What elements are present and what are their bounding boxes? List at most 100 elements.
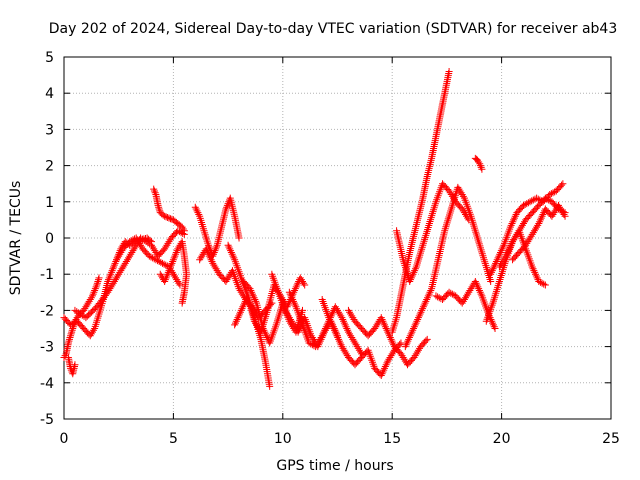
data-point	[340, 319, 348, 327]
x-tick-label: 20	[493, 431, 511, 447]
data-point	[109, 265, 117, 273]
data-point	[121, 259, 129, 267]
data-point	[112, 258, 120, 266]
data-point	[151, 247, 159, 255]
data-point	[407, 274, 415, 282]
data-point	[508, 220, 516, 228]
data-point	[340, 317, 348, 325]
data-point	[165, 238, 173, 246]
data-point	[378, 315, 386, 323]
data-point	[524, 238, 532, 246]
series-track-4	[71, 227, 188, 322]
data-point	[523, 239, 531, 247]
data-point	[326, 315, 334, 323]
data-point	[228, 250, 236, 258]
data-point	[212, 243, 220, 251]
data-point	[222, 277, 230, 285]
data-point	[510, 214, 518, 222]
data-point	[385, 330, 393, 338]
data-point	[154, 201, 162, 209]
data-point	[535, 220, 543, 228]
y-tick-label: 0	[45, 231, 54, 247]
data-point	[500, 256, 508, 264]
data-point	[511, 212, 519, 220]
data-point	[107, 268, 115, 276]
data-point	[137, 241, 145, 249]
data-point	[291, 286, 299, 294]
data-point	[525, 236, 533, 244]
data-point	[504, 247, 512, 255]
data-point	[489, 319, 497, 327]
data-point	[464, 290, 472, 298]
data-point	[445, 187, 453, 195]
data-point	[537, 214, 545, 222]
data-point	[293, 281, 301, 289]
data-point	[326, 317, 334, 325]
data-point	[432, 292, 440, 300]
data-point	[291, 301, 299, 309]
data-point	[166, 215, 174, 223]
data-point	[138, 235, 146, 243]
data-point	[85, 297, 93, 305]
data-point	[540, 280, 548, 288]
data-point	[330, 326, 338, 334]
data-point	[327, 319, 335, 327]
data-point	[223, 276, 231, 284]
data-point	[281, 306, 289, 314]
data-point	[241, 299, 249, 307]
data-point	[155, 203, 163, 211]
data-point	[383, 359, 391, 367]
data-point	[294, 328, 302, 336]
data-point	[490, 323, 498, 331]
data-point	[126, 238, 134, 246]
data-point	[68, 328, 76, 336]
data-point	[377, 372, 385, 380]
data-point	[209, 259, 217, 267]
data-point	[397, 339, 405, 347]
data-point	[396, 340, 404, 348]
data-point	[75, 309, 83, 317]
data-point	[92, 283, 100, 291]
data-point	[545, 196, 553, 204]
data-point	[408, 328, 416, 336]
data-point	[170, 254, 178, 262]
data-point	[487, 270, 495, 278]
data-point	[530, 267, 538, 275]
data-point	[71, 318, 79, 326]
y-tick-label: 1	[45, 195, 54, 211]
data-point	[529, 265, 537, 273]
data-point	[497, 247, 505, 255]
series-track-16	[344, 306, 431, 369]
data-point	[261, 328, 269, 336]
data-point	[321, 326, 329, 334]
data-point	[212, 265, 220, 273]
data-point	[355, 346, 363, 354]
data-point	[116, 250, 124, 258]
data-point	[176, 281, 184, 289]
data-point	[194, 209, 202, 217]
data-point	[425, 290, 433, 298]
data-point	[335, 335, 343, 343]
data-point	[305, 339, 313, 347]
data-point	[127, 250, 135, 258]
data-point	[476, 160, 484, 168]
data-point	[147, 253, 155, 261]
data-point	[554, 205, 562, 213]
data-point	[259, 325, 267, 332]
series-track-8	[191, 194, 243, 260]
data-point	[424, 292, 432, 300]
data-point	[487, 277, 495, 285]
data-point	[208, 258, 216, 266]
data-point	[248, 288, 256, 296]
data-point	[491, 325, 499, 332]
data-point	[234, 314, 242, 322]
data-point	[93, 281, 101, 289]
data-point	[448, 290, 456, 298]
data-point	[497, 261, 505, 269]
data-point	[510, 236, 518, 244]
data-point	[561, 209, 569, 217]
data-point	[409, 270, 417, 278]
data-point	[336, 310, 344, 318]
data-point	[342, 323, 350, 331]
data-point	[475, 158, 483, 166]
